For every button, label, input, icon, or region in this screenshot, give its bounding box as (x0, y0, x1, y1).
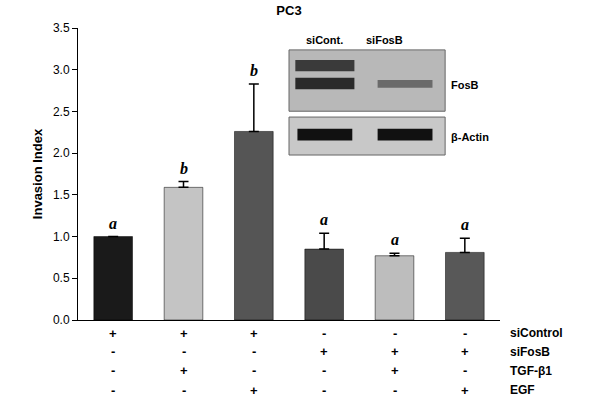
svg-text:siFosB: siFosB (366, 34, 403, 46)
svg-text:3.5: 3.5 (53, 21, 70, 35)
svg-text:-: - (322, 383, 326, 398)
svg-text:β-Actin: β-Actin (451, 131, 489, 143)
svg-text:0.0: 0.0 (53, 313, 70, 327)
svg-text:-: - (111, 344, 115, 359)
svg-text:1.5: 1.5 (53, 188, 70, 202)
svg-text:-: - (463, 326, 467, 341)
svg-text:siControl: siControl (510, 326, 563, 340)
svg-text:+: + (250, 326, 258, 341)
svg-text:TGF-β1: TGF-β1 (510, 364, 552, 378)
svg-text:2.0: 2.0 (53, 146, 70, 160)
svg-text:-: - (322, 326, 326, 341)
svg-text:+: + (180, 326, 188, 341)
svg-text:-: - (322, 363, 326, 378)
svg-text:-: - (252, 363, 256, 378)
svg-text:a: a (109, 215, 117, 232)
svg-text:siCont.: siCont. (306, 34, 343, 46)
svg-text:-: - (182, 383, 186, 398)
svg-text:a: a (391, 231, 399, 248)
svg-text:+: + (180, 363, 188, 378)
svg-text:a: a (461, 216, 469, 233)
svg-text:+: + (391, 344, 399, 359)
svg-text:+: + (461, 383, 469, 398)
svg-text:1.0: 1.0 (53, 230, 70, 244)
svg-text:+: + (391, 363, 399, 378)
svg-text:+: + (461, 344, 469, 359)
svg-text:b: b (250, 62, 258, 79)
svg-text:a: a (320, 211, 328, 228)
svg-text:Invasion Index: Invasion Index (30, 128, 45, 219)
svg-text:-: - (463, 363, 467, 378)
svg-text:-: - (252, 344, 256, 359)
svg-text:b: b (180, 160, 188, 177)
svg-text:-: - (111, 363, 115, 378)
svg-text:3.0: 3.0 (53, 63, 70, 77)
svg-text:-: - (393, 383, 397, 398)
svg-text:+: + (250, 383, 258, 398)
svg-text:FosB: FosB (451, 79, 479, 91)
svg-text:0.5: 0.5 (53, 271, 70, 285)
svg-text:+: + (109, 326, 117, 341)
svg-text:+: + (320, 344, 328, 359)
svg-text:-: - (111, 383, 115, 398)
svg-text:-: - (393, 326, 397, 341)
svg-text:PC3: PC3 (276, 3, 301, 18)
svg-text:2.5: 2.5 (53, 105, 70, 119)
svg-text:siFosB: siFosB (510, 345, 550, 359)
svg-text:-: - (182, 344, 186, 359)
svg-text:EGF: EGF (510, 383, 535, 397)
